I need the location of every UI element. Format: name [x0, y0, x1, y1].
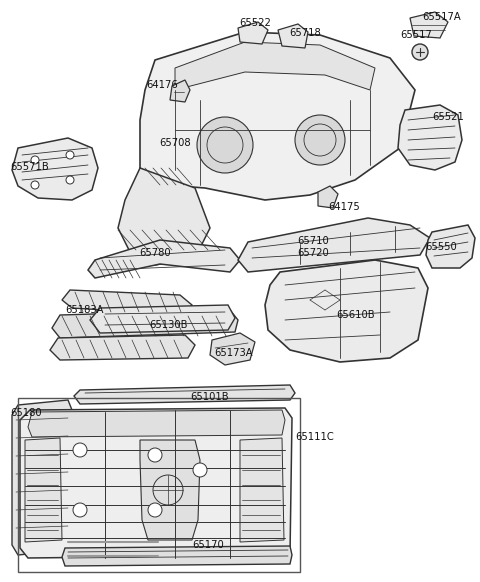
Text: 65101B: 65101B — [191, 392, 229, 402]
Text: 65521: 65521 — [432, 112, 464, 122]
Polygon shape — [20, 408, 292, 558]
Polygon shape — [278, 24, 308, 48]
Polygon shape — [74, 385, 295, 404]
Circle shape — [31, 181, 39, 189]
Text: 65173A: 65173A — [214, 348, 252, 358]
Text: 65170: 65170 — [192, 540, 224, 550]
Circle shape — [148, 503, 162, 517]
Polygon shape — [28, 410, 285, 437]
Polygon shape — [12, 400, 72, 555]
Polygon shape — [90, 305, 235, 333]
Polygon shape — [426, 225, 475, 268]
Circle shape — [295, 115, 345, 165]
Text: 64175: 64175 — [328, 202, 360, 212]
Circle shape — [197, 117, 253, 173]
Polygon shape — [140, 440, 200, 540]
Polygon shape — [88, 240, 240, 278]
Text: 65522: 65522 — [239, 18, 271, 28]
Polygon shape — [25, 438, 62, 542]
Polygon shape — [238, 218, 430, 272]
Polygon shape — [118, 168, 210, 265]
Text: 64176: 64176 — [146, 80, 178, 90]
Text: 65517A: 65517A — [422, 12, 461, 22]
Polygon shape — [12, 138, 98, 200]
Circle shape — [412, 44, 428, 60]
Text: 65720: 65720 — [297, 248, 329, 258]
Polygon shape — [265, 260, 428, 362]
Circle shape — [73, 503, 87, 517]
Polygon shape — [210, 333, 255, 365]
Circle shape — [193, 463, 207, 477]
Polygon shape — [62, 290, 192, 315]
Circle shape — [73, 443, 87, 457]
Text: 65710: 65710 — [297, 236, 329, 246]
Circle shape — [148, 448, 162, 462]
Text: 65111C: 65111C — [295, 432, 334, 442]
Text: 65610B: 65610B — [336, 310, 374, 320]
Polygon shape — [238, 22, 268, 44]
Text: 65517: 65517 — [400, 30, 432, 40]
Text: 65130B: 65130B — [149, 320, 187, 330]
Text: 65550: 65550 — [425, 242, 457, 252]
Circle shape — [66, 176, 74, 184]
Bar — [18, 398, 300, 572]
Text: 65183A: 65183A — [66, 305, 104, 315]
Polygon shape — [398, 105, 462, 170]
Polygon shape — [140, 32, 415, 200]
Text: 65571B: 65571B — [10, 162, 49, 172]
Polygon shape — [62, 546, 292, 566]
Polygon shape — [318, 186, 338, 208]
Polygon shape — [170, 80, 190, 102]
Circle shape — [31, 156, 39, 164]
Polygon shape — [52, 310, 238, 338]
Polygon shape — [240, 438, 284, 542]
Text: 65180: 65180 — [10, 408, 42, 418]
Circle shape — [66, 151, 74, 159]
Text: 65708: 65708 — [159, 138, 191, 148]
Polygon shape — [175, 42, 375, 90]
Text: 65718: 65718 — [289, 28, 321, 38]
Polygon shape — [410, 12, 448, 38]
Polygon shape — [50, 335, 195, 360]
Text: 65780: 65780 — [139, 248, 171, 258]
